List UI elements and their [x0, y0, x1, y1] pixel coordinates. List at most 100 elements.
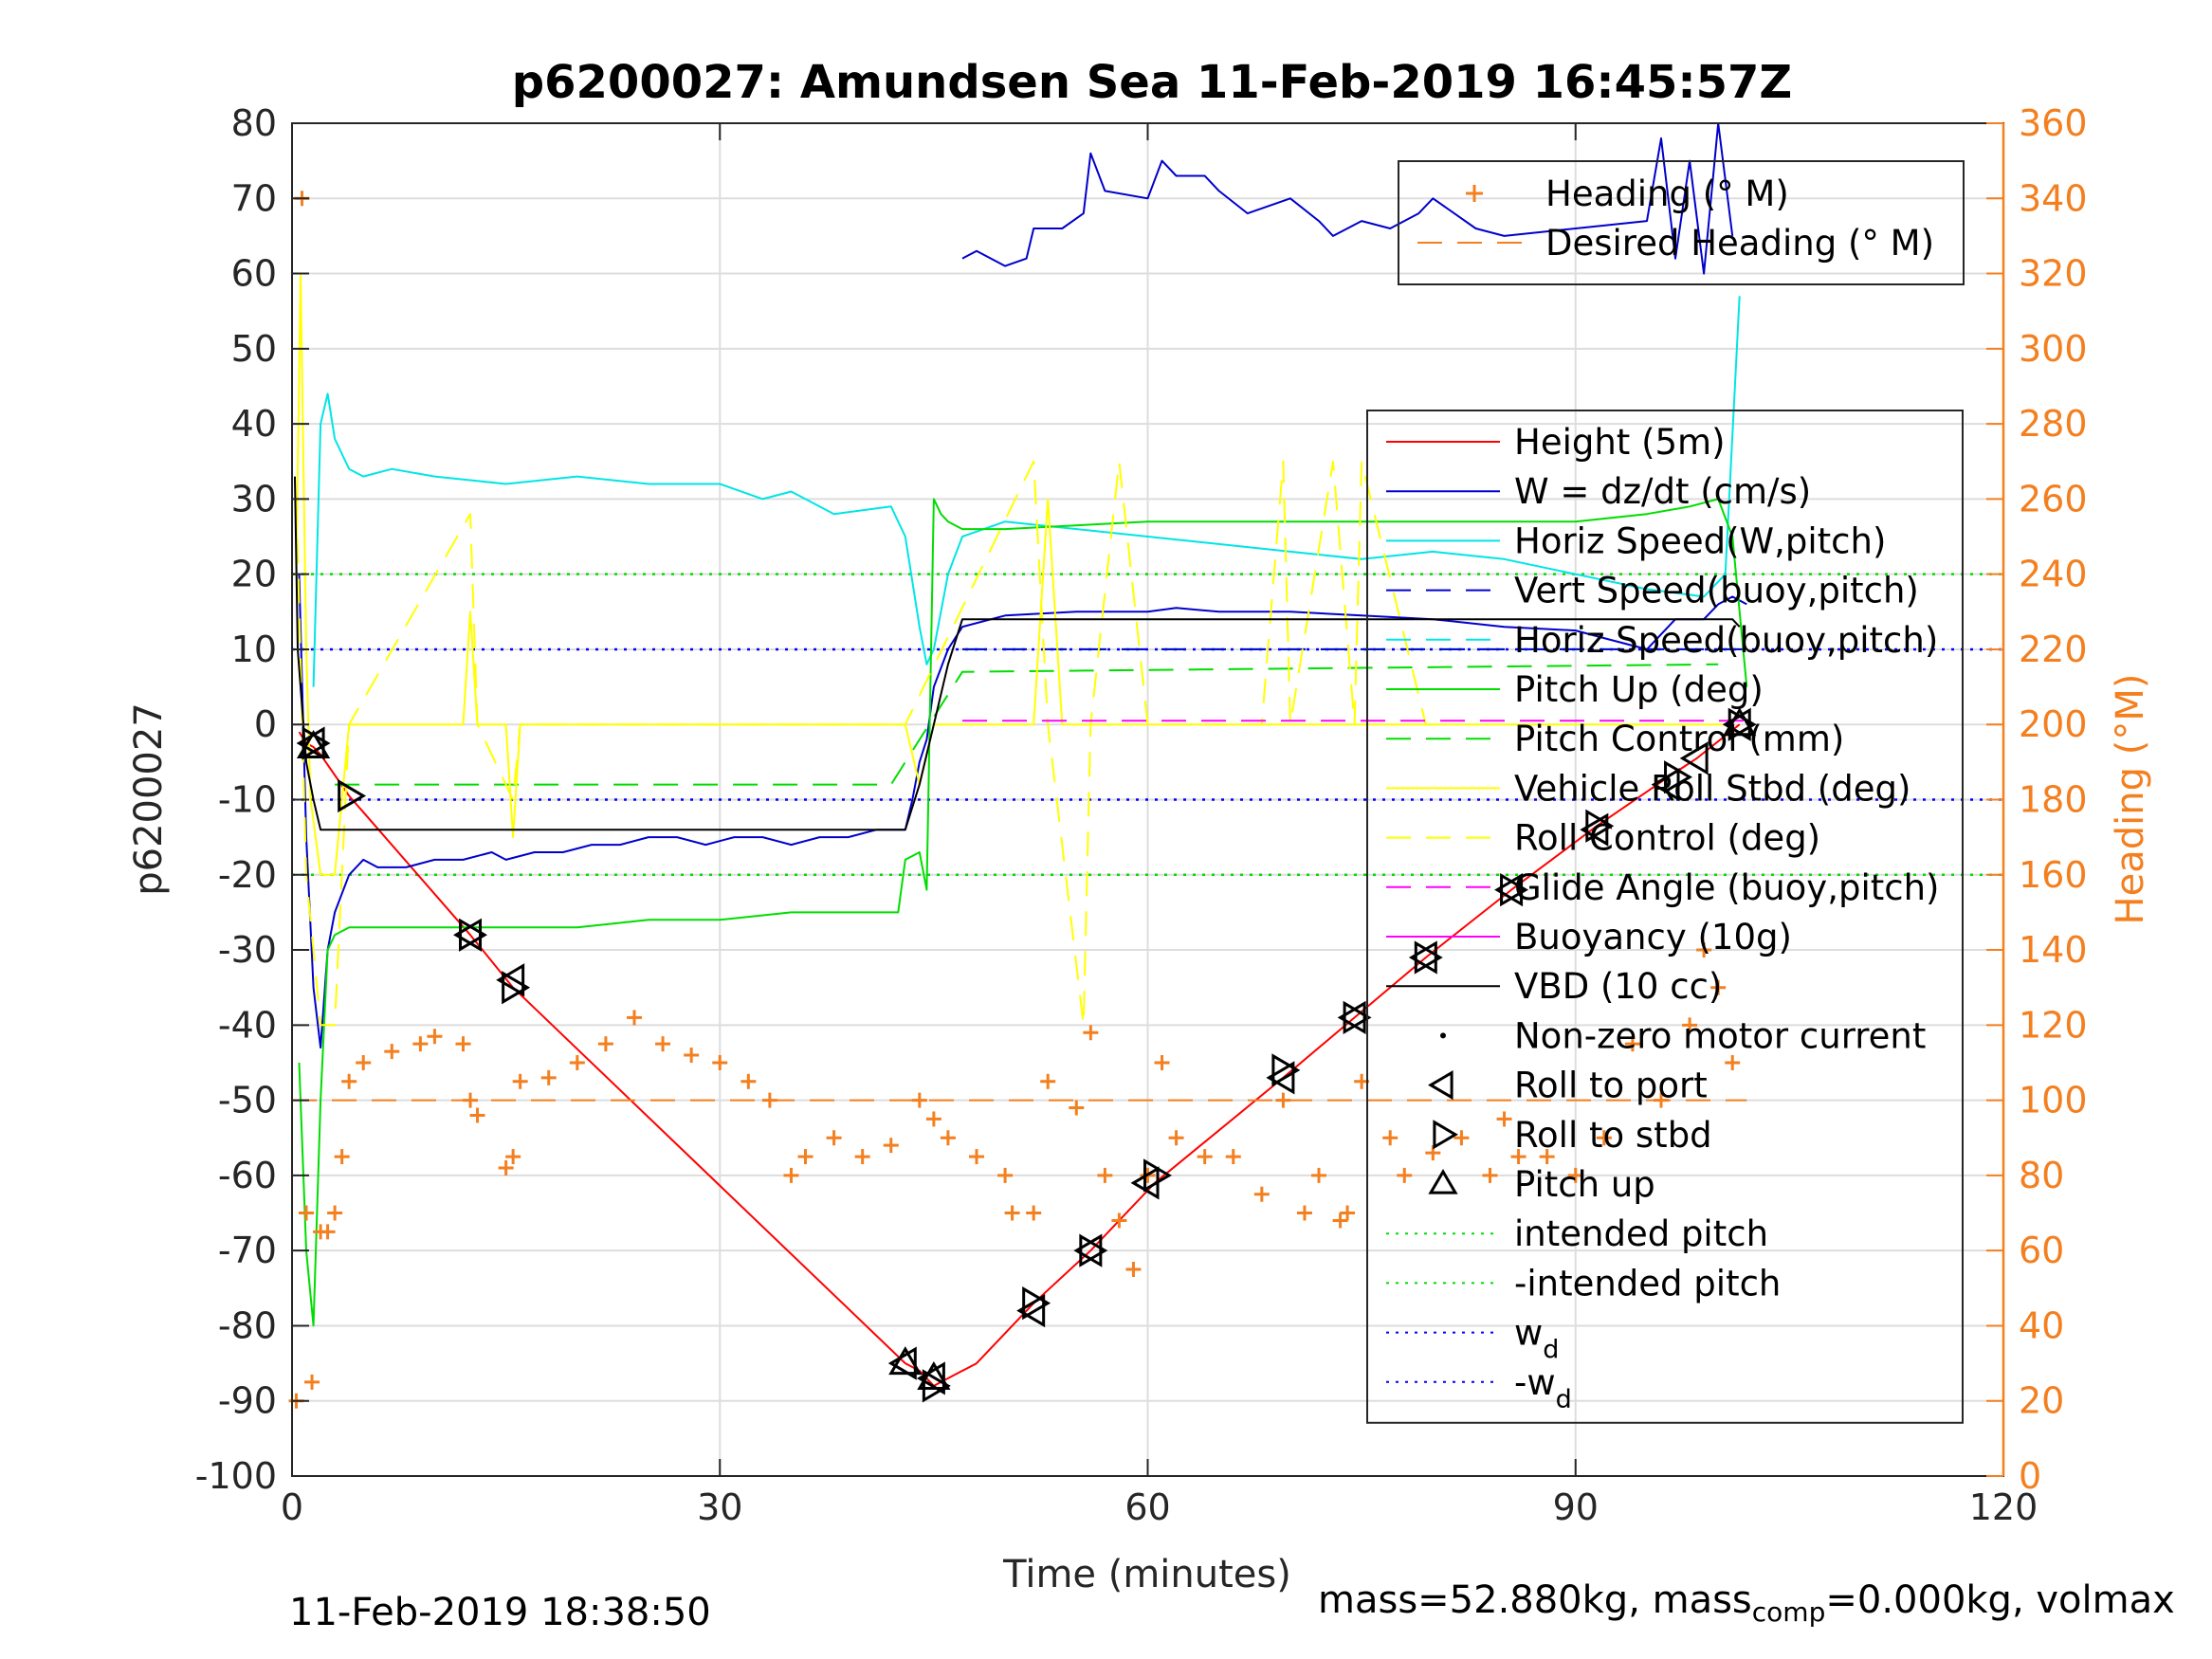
y-tick-label-right: 240: [2019, 554, 2088, 595]
legend-entry-text: W = dz/dt (cm/s): [1514, 471, 1811, 512]
y-tick-label-right: 300: [2019, 328, 2088, 370]
y-tick-label-left: -70: [218, 1230, 277, 1271]
roll-to-port-marker: [1016, 1293, 1046, 1328]
series-vbd-10-cc: [294, 476, 1741, 831]
legend-entry-text: Roll Control (deg): [1514, 818, 1820, 859]
legend-entry-label: Horiz Speed(W,pitch): [1514, 520, 1886, 561]
legend-entry-label: Desired Heading (° M): [1545, 223, 1934, 264]
legend-box: [1366, 410, 1964, 1424]
legend-entry-text: Desired Heading (° M): [1545, 223, 1934, 264]
legend-entry-label: Vehicle Roll Stbd (deg): [1514, 768, 1910, 809]
y-tick-label-right: 160: [2019, 854, 2088, 896]
y-tick-label-left: -40: [218, 1004, 277, 1046]
roll-to-stbd-marker: [502, 971, 531, 1005]
y-tick-label-left: 10: [231, 629, 277, 670]
y-tick-label-right: 320: [2019, 253, 2088, 295]
roll-to-port-marker: [453, 918, 483, 952]
legend-entry-label: Heading (° M): [1545, 173, 1789, 214]
y-tick-label-right: 180: [2019, 779, 2088, 821]
roll-to-port-marker: [1073, 1233, 1103, 1267]
y-tick-label-left: 0: [254, 703, 277, 745]
legend-entry-label: intended pitch: [1514, 1213, 1768, 1254]
roll-to-stbd-marker: [1414, 940, 1443, 975]
legend-entry-label: Pitch up: [1514, 1164, 1655, 1205]
legend-entry-label: -intended pitch: [1514, 1263, 1781, 1304]
legend-sample: [1433, 1120, 1458, 1150]
series-roll-control-deg: [295, 460, 1434, 1027]
roll-to-stbd-marker: [1271, 1053, 1301, 1087]
y-tick-label-right: 280: [2019, 403, 2088, 445]
pitch-up-marker: [888, 1346, 923, 1376]
legend-heading: Heading (° M) Desired Heading (° M): [1398, 160, 1965, 285]
y-tick-label-right: 0: [2019, 1455, 2041, 1497]
pitch-up-marker: [1723, 707, 1757, 737]
legend-entry-subscript: d: [1543, 1336, 1559, 1365]
legend-entry-label: Roll to stbd: [1514, 1115, 1712, 1156]
legend-sample: [1428, 1069, 1453, 1101]
legend-entry-text: Heading (° M): [1545, 173, 1789, 214]
y-tick-label-right: 140: [2019, 929, 2088, 971]
y-tick-label-right: 40: [2019, 1304, 2064, 1346]
legend-entry-text: Horiz Speed(W,pitch): [1514, 520, 1886, 561]
legend-entry-label: Vert Speed(buoy,pitch): [1514, 571, 1919, 611]
legend-entry-text: Glide Angle (buoy,pitch): [1514, 867, 1939, 908]
footer-mass-info: mass=52.880kg, masscomp=0.000kg, volmax: [1318, 1578, 2175, 1628]
legend-entry-label: Buoyancy (10g): [1514, 917, 1792, 957]
series-horiz-speed-w-pitch: [312, 296, 1741, 687]
legend-entry-text: Non-zero motor current: [1514, 1015, 1926, 1056]
legend-entry-label: Roll to port: [1514, 1066, 1708, 1106]
roll-to-port-marker: [1266, 1061, 1295, 1095]
y-tick-label-left: -60: [218, 1155, 277, 1196]
y-tick-label-right: 220: [2019, 629, 2088, 670]
reference-lines: [292, 573, 2003, 877]
legend-entry-label: Glide Angle (buoy,pitch): [1514, 867, 1939, 908]
legend-entry-text: Pitch Control (mm): [1514, 719, 1844, 759]
legend-box: [1398, 160, 1965, 285]
y-tick-label-left: 50: [231, 328, 277, 370]
roll-to-stbd-marker: [922, 1369, 951, 1403]
pitch-up-marker: [917, 1360, 951, 1390]
legend-entry-text: Vert Speed(buoy,pitch): [1514, 571, 1919, 611]
roll-to-stbd-marker: [1143, 1158, 1172, 1193]
legend-entry-text: Roll to stbd: [1514, 1115, 1712, 1156]
legend-entry-label: Roll Control (deg): [1514, 818, 1820, 859]
x-axis-label: Time (minutes): [1002, 1553, 1291, 1596]
legend-entry-label: Pitch Control (mm): [1514, 719, 1844, 759]
y-tick-label-left: 30: [231, 478, 277, 520]
legend-entry-text: Buoyancy (10g): [1514, 917, 1792, 957]
legend-entry-text: intended pitch: [1514, 1213, 1768, 1254]
roll-to-port-marker: [1494, 873, 1524, 907]
legend-entry-text: Pitch up: [1514, 1164, 1655, 1205]
y-tick-label-left: 40: [231, 403, 277, 445]
chart-title: p6200027: Amundsen Sea 11-Feb-2019 16:45…: [512, 56, 1792, 109]
y-axis-label-right: Heading (°M): [2109, 674, 2152, 925]
series-heading-m: [288, 191, 1741, 1409]
footer-mass-sub: comp: [1751, 1596, 1826, 1628]
legend-sample: [1428, 1169, 1458, 1194]
y-tick-label-right: 100: [2019, 1080, 2088, 1121]
y-tick-label-right: 260: [2019, 478, 2088, 520]
legend-entry-text: Pitch Up (deg): [1514, 669, 1764, 710]
legend-entry-text: w: [1514, 1313, 1543, 1354]
y-tick-label-left: -90: [218, 1380, 277, 1422]
y-tick-label-left: -10: [218, 779, 277, 821]
roll-to-stbd-marker: [338, 778, 367, 813]
roll-to-port-marker: [1337, 1000, 1366, 1035]
y-tick-label-left: -50: [218, 1080, 277, 1121]
legend-entry-label: W = dz/dt (cm/s): [1514, 471, 1811, 512]
legend-entry-label: -wd: [1514, 1362, 1572, 1414]
roll-to-port-marker: [1408, 940, 1437, 975]
marker-layer: [296, 707, 1757, 1403]
roll-to-stbd-marker: [1500, 873, 1529, 907]
x-tick-label: 30: [697, 1486, 742, 1528]
footer-mass-suffix: =0.000kg, volmax: [1825, 1578, 2175, 1622]
y-tick-label-right: 20: [2019, 1380, 2064, 1422]
x-tick-label: 0: [281, 1486, 303, 1528]
roll-to-stbd-marker: [1664, 760, 1693, 794]
roll-to-stbd-marker: [459, 918, 487, 952]
y-tick-label-left: -20: [218, 854, 277, 896]
legend-entry-label: Non-zero motor current: [1514, 1015, 1926, 1056]
x-tick-label: 60: [1124, 1486, 1170, 1528]
series-w-dz-dt-cm-s: [961, 122, 1734, 275]
